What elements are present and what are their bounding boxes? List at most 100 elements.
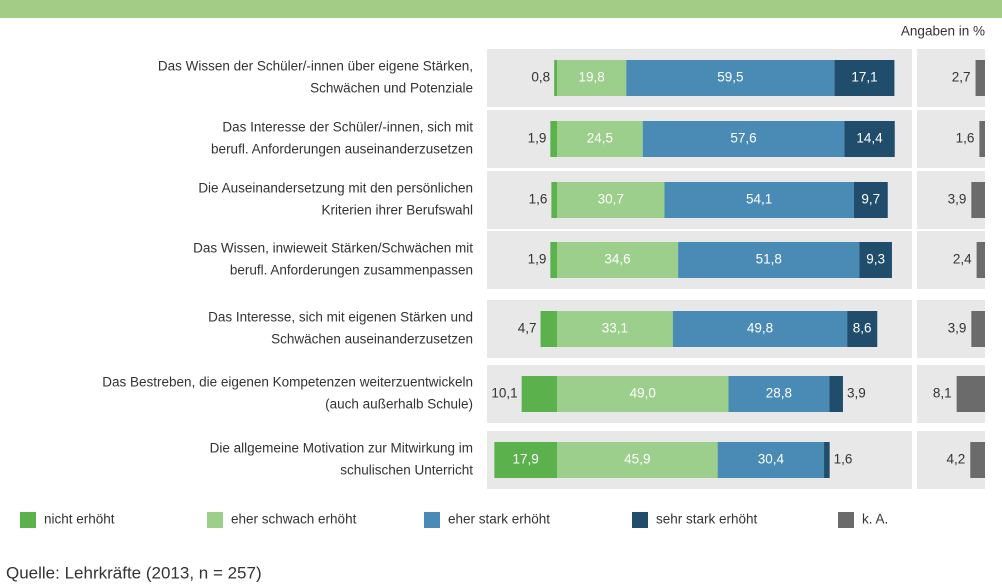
value-label: 4,2 [947,452,966,467]
value-label: 8,6 [853,321,872,336]
bar [550,121,557,157]
bar [557,121,643,157]
bar [557,442,718,478]
category-label: berufl. Anforderungen auseinanderzusetze… [211,142,473,157]
category-label: Schwächen auseinanderzusetzen [271,332,473,347]
value-label: 10,1 [491,386,517,401]
bar [834,60,895,96]
bar [554,60,557,96]
value-label: 3,9 [847,386,866,401]
legend-label: k. A. [862,512,888,527]
unit-note: Angaben in % [901,24,985,39]
bar [859,242,892,278]
bar [557,376,729,412]
value-label: 1,6 [834,452,853,467]
category-label: (auch außerhalb Schule) [325,397,473,412]
value-label: 4,7 [518,321,537,336]
bar [728,376,830,412]
bar [678,242,860,278]
category-label: Das Wissen der Schüler/-innen über eigen… [158,59,473,74]
category-label: Das Bestreben, die eigenen Kompetenzen w… [102,375,473,390]
value-label: 1,9 [528,252,547,267]
bar [829,376,843,412]
value-label: 17,1 [851,70,877,85]
row-panel [917,49,985,107]
value-label: 24,5 [587,131,613,146]
legend-swatch [20,512,36,528]
bar [557,60,627,96]
value-label: 51,8 [756,252,782,267]
category-label: schulischen Unterricht [340,463,473,478]
row-panel [917,110,985,168]
bar [626,60,835,96]
value-label: 1,6 [956,131,975,146]
value-label: 33,1 [602,321,628,336]
bar [672,311,848,347]
category-label: Kriterien ihrer Berufswahl [321,203,473,218]
value-label: 14,4 [856,131,883,146]
value-label: 19,8 [579,70,605,85]
value-label: 3,9 [948,321,967,336]
legend-label: nicht erhöht [44,512,115,527]
category-label: Das Interesse der Schüler/-innen, sich m… [222,120,473,135]
value-label: 1,6 [529,192,548,207]
legend-swatch [207,512,223,528]
legend-swatch [632,512,648,528]
legend-label: sehr stark erhöht [656,512,758,527]
bar [847,311,878,347]
bar [557,242,679,278]
value-label: 9,3 [866,252,885,267]
bar [642,121,845,157]
bar [853,182,888,218]
value-label: 8,1 [933,386,952,401]
value-label: 28,8 [766,386,792,401]
bar [824,442,830,478]
bar [494,442,557,478]
bar [956,376,985,412]
category-label: berufl. Anforderungen zusammenpassen [230,263,473,278]
category-label: Das Interesse, sich mit eigenen Stärken … [208,310,473,325]
category-label: Die Auseinandersetzung mit den persönlic… [198,181,473,196]
value-label: 54,1 [746,192,772,207]
bar [540,311,557,347]
value-label: 49,8 [747,321,773,336]
bar [550,242,557,278]
value-label: 30,4 [758,452,785,467]
value-label: 2,7 [952,70,971,85]
value-label: 30,7 [598,192,624,207]
value-label: 9,7 [861,192,880,207]
category-label: Schwächen und Potenziale [310,81,473,96]
bar [971,311,985,347]
category-label: Die allgemeine Motivation zur Mitwirkung… [210,441,473,456]
bar [970,442,985,478]
bar [717,442,825,478]
bar [521,376,557,412]
bar [844,121,895,157]
value-label: 0,8 [531,70,550,85]
bar [975,60,985,96]
value-label: 2,4 [953,252,972,267]
value-label: 1,9 [528,131,547,146]
legend-label: eher stark erhöht [448,512,550,527]
legend-label: eher schwach erhöht [231,512,357,527]
bar [976,242,985,278]
value-label: 34,6 [604,252,630,267]
value-label: 59,5 [717,70,743,85]
bar [664,182,854,218]
source: Quelle: Lehrkräfte (2013, n = 257) [6,563,262,582]
legend-swatch [838,512,854,528]
bar [557,311,673,347]
header-band [0,0,1002,18]
value-label: 17,9 [513,452,539,467]
value-label: 49,0 [630,386,656,401]
bar [971,182,985,218]
bar [979,121,985,157]
bar [551,182,557,218]
value-label: 57,6 [730,131,756,146]
row-panel [917,231,985,289]
bar [557,182,665,218]
legend-swatch [424,512,440,528]
value-label: 45,9 [624,452,650,467]
category-label: Das Wissen, inwieweit Stärken/Schwächen … [193,241,473,256]
